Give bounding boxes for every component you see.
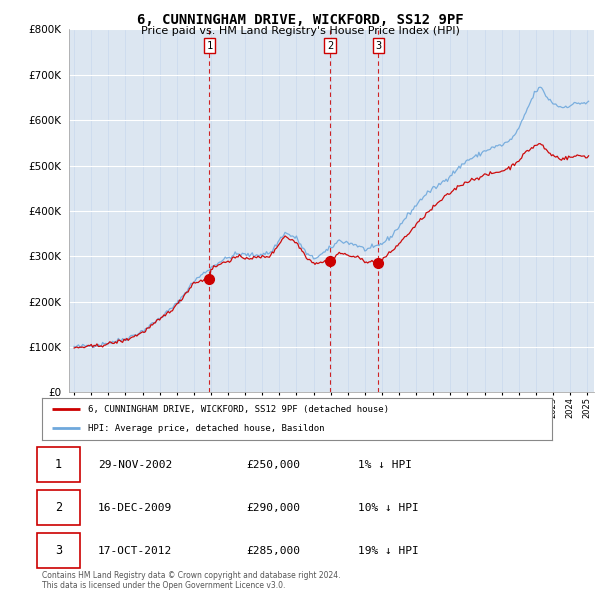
- Text: 2: 2: [327, 41, 333, 51]
- Text: £290,000: £290,000: [246, 503, 300, 513]
- Text: 1: 1: [206, 41, 212, 51]
- Text: 3: 3: [375, 41, 382, 51]
- Text: HPI: Average price, detached house, Basildon: HPI: Average price, detached house, Basi…: [88, 424, 325, 433]
- Text: 29-NOV-2002: 29-NOV-2002: [98, 460, 172, 470]
- Text: 1: 1: [55, 458, 62, 471]
- Text: 2: 2: [55, 501, 62, 514]
- Text: 1% ↓ HPI: 1% ↓ HPI: [358, 460, 412, 470]
- Text: 3: 3: [55, 544, 62, 558]
- FancyBboxPatch shape: [37, 533, 80, 568]
- Text: 16-DEC-2009: 16-DEC-2009: [98, 503, 172, 513]
- Text: 17-OCT-2012: 17-OCT-2012: [98, 546, 172, 556]
- Text: £250,000: £250,000: [246, 460, 300, 470]
- Text: 19% ↓ HPI: 19% ↓ HPI: [358, 546, 419, 556]
- Text: 6, CUNNINGHAM DRIVE, WICKFORD, SS12 9PF (detached house): 6, CUNNINGHAM DRIVE, WICKFORD, SS12 9PF …: [88, 405, 389, 414]
- Text: 6, CUNNINGHAM DRIVE, WICKFORD, SS12 9PF: 6, CUNNINGHAM DRIVE, WICKFORD, SS12 9PF: [137, 13, 463, 27]
- Text: Price paid vs. HM Land Registry's House Price Index (HPI): Price paid vs. HM Land Registry's House …: [140, 26, 460, 36]
- FancyBboxPatch shape: [37, 447, 80, 482]
- Text: This data is licensed under the Open Government Licence v3.0.: This data is licensed under the Open Gov…: [42, 581, 286, 589]
- Text: Contains HM Land Registry data © Crown copyright and database right 2024.: Contains HM Land Registry data © Crown c…: [42, 571, 341, 580]
- FancyBboxPatch shape: [37, 490, 80, 525]
- Text: £285,000: £285,000: [246, 546, 300, 556]
- Text: 10% ↓ HPI: 10% ↓ HPI: [358, 503, 419, 513]
